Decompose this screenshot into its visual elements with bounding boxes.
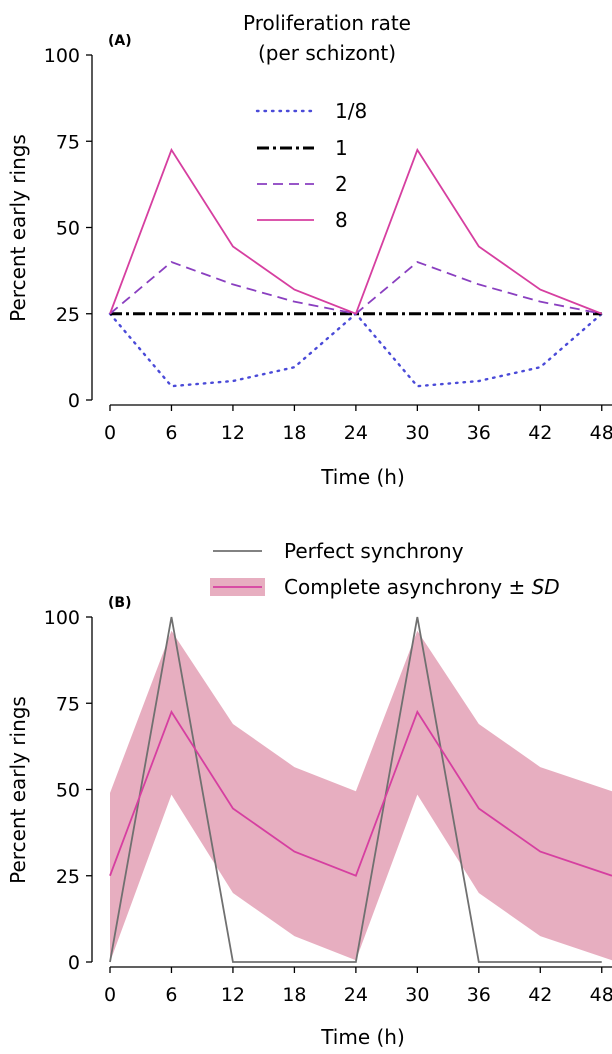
x-tick-label: 0 <box>104 984 116 1006</box>
x-tick-label: 36 <box>467 422 491 444</box>
y-tick-label: 50 <box>56 218 80 240</box>
y-tick-label: 50 <box>56 780 80 802</box>
x-tick-label: 18 <box>282 422 306 444</box>
x-tick-label: 30 <box>405 422 429 444</box>
x-axis-title-b: Time (h) <box>320 1025 405 1049</box>
x-tick-label: 42 <box>528 422 552 444</box>
x-tick-label: 6 <box>165 422 177 444</box>
axes-b: 0 25 50 75 100 0 6 12 18 24 30 36 42 48 <box>44 607 612 1006</box>
legend-a: 1/8 1 2 8 <box>255 99 367 232</box>
x-tick-label: 36 <box>467 984 491 1006</box>
sd-band <box>110 630 612 962</box>
x-tick-label: 6 <box>165 984 177 1006</box>
panel-b-tag: (B) <box>108 595 131 611</box>
series-line-perfect-synchrony <box>109 616 602 963</box>
y-tick-label: 75 <box>56 131 80 153</box>
panel-a-tag: (A) <box>108 33 132 49</box>
series-line-8 <box>109 147 603 315</box>
y-tick-label: 100 <box>44 45 80 67</box>
x-tick-label: 12 <box>221 422 245 444</box>
legend-label-2: 2 <box>335 172 348 196</box>
panel-a: (A) Proliferation rate (per schizont) 1/… <box>6 11 612 489</box>
y-tick-label: 0 <box>68 390 80 412</box>
y-tick-label: 25 <box>56 304 80 326</box>
y-axis-title-b: Percent early rings <box>6 696 30 884</box>
series-lines-b <box>109 616 612 963</box>
x-axis-title-a: Time (h) <box>320 465 405 489</box>
series-line-1-8 <box>108 312 603 388</box>
legend-label-1: 1 <box>335 136 348 160</box>
y-tick-label: 0 <box>68 952 80 974</box>
y-tick-label: 75 <box>56 693 80 715</box>
x-tick-label: 12 <box>221 984 245 1006</box>
legend-b: Perfect synchrony Complete asynchrony ± … <box>210 539 560 599</box>
legend-title-line1: Proliferation rate <box>243 11 411 35</box>
x-tick-label: 24 <box>344 422 368 444</box>
legend-title-line2: (per schizont) <box>258 41 396 65</box>
series-lines-a <box>108 147 603 388</box>
x-tick-label: 24 <box>344 984 368 1006</box>
x-tick-label: 42 <box>528 984 552 1006</box>
x-tick-label: 30 <box>405 984 429 1006</box>
sd-band-area <box>110 630 612 962</box>
legend-label-8: 8 <box>335 208 348 232</box>
series-line-complete-asynchrony <box>109 709 612 877</box>
y-tick-label: 25 <box>56 866 80 888</box>
x-tick-label: 18 <box>282 984 306 1006</box>
x-tick-label: 48 <box>590 422 612 444</box>
x-tick-label: 0 <box>104 422 116 444</box>
panel-b: Perfect synchrony Complete asynchrony ± … <box>6 539 612 1049</box>
legend-label-complete-asynchrony: Complete asynchrony ± SD <box>284 575 560 599</box>
legend-label-perfect-synchrony: Perfect synchrony <box>284 539 464 563</box>
legend-label-1-8: 1/8 <box>335 99 367 123</box>
y-tick-label: 100 <box>44 607 80 629</box>
x-tick-label: 48 <box>590 984 612 1006</box>
y-axis-title-a: Percent early rings <box>6 134 30 322</box>
series-line-2 <box>109 260 602 315</box>
